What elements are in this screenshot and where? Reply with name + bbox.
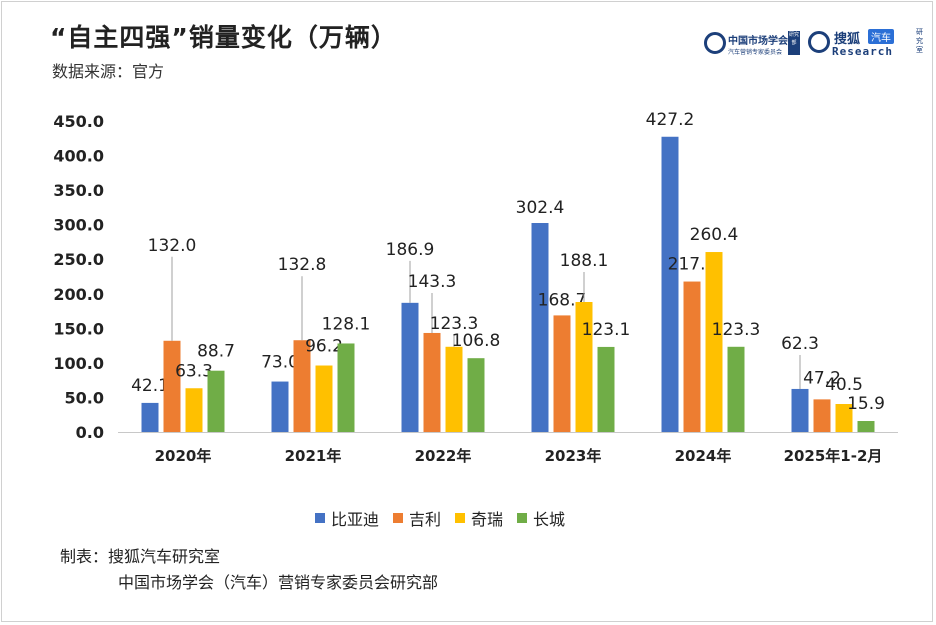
bar <box>727 346 745 432</box>
bar <box>791 388 809 432</box>
logo-ring-icon <box>808 31 830 53</box>
y-tick-label: 100.0 <box>53 354 104 373</box>
data-label: 132.8 <box>278 255 327 275</box>
data-label: 123.3 <box>430 314 479 334</box>
legend-swatch <box>393 513 404 523</box>
bar <box>857 421 875 432</box>
legend-label: 长城 <box>533 510 566 529</box>
legend-item: 比亚迪 <box>315 506 379 530</box>
bar <box>445 346 463 432</box>
bar <box>163 340 181 432</box>
y-tick-label: 450.0 <box>53 112 104 131</box>
data-label: 73.0 <box>261 353 299 373</box>
data-label: 40.5 <box>825 375 863 395</box>
logo-ring-icon <box>704 32 726 54</box>
data-label: 217.7 <box>668 255 717 275</box>
y-tick-label: 200.0 <box>53 285 104 304</box>
data-label: 188.1 <box>560 251 609 271</box>
x-tick-label: 2021年 <box>285 447 342 465</box>
data-label: 15.9 <box>847 394 885 414</box>
logo-right-tag: 汽车 <box>868 29 894 44</box>
y-tick-label: 300.0 <box>53 216 104 235</box>
y-tick-label: 0.0 <box>76 423 104 442</box>
data-label: 47.2 <box>803 368 841 388</box>
data-label: 106.8 <box>452 331 501 351</box>
data-label: 42.1 <box>131 376 169 396</box>
data-label: 63.3 <box>175 361 213 381</box>
legend-swatch <box>455 513 466 523</box>
legend-item: 长城 <box>517 506 565 530</box>
bar <box>423 332 441 432</box>
chart-legend: 比亚迪 吉利 奇瑞 长城 <box>315 507 579 529</box>
data-label: 123.3 <box>712 320 761 340</box>
bar <box>185 388 203 432</box>
data-label: 427.2 <box>646 110 695 130</box>
chart-subtitle: 数据来源：官方 <box>52 62 165 81</box>
logo-left-name: 中国市场学会 <box>728 36 788 47</box>
logo-right-name: 搜狐 <box>834 32 861 47</box>
bar <box>315 365 333 432</box>
legend-label: 吉利 <box>409 510 442 529</box>
sohu-research-logo: 搜狐 汽车 Research 研究室 <box>808 28 926 60</box>
y-tick-label: 350.0 <box>53 181 104 200</box>
bar <box>705 252 723 432</box>
bar <box>293 340 311 432</box>
data-label: 132.0 <box>148 236 197 256</box>
logo-right-sub: Research <box>832 45 893 58</box>
bar <box>531 223 549 432</box>
y-tick-label: 150.0 <box>53 319 104 338</box>
footer-credit: 制表：搜狐汽车研究室 <box>60 547 221 566</box>
y-tick-label: 250.0 <box>53 250 104 269</box>
data-label: 168.7 <box>538 290 587 310</box>
bar <box>337 343 355 432</box>
x-tick-label: 2020年 <box>155 447 212 465</box>
bar <box>835 404 853 432</box>
data-label: 302.4 <box>516 198 565 218</box>
data-label: 128.1 <box>322 314 371 334</box>
data-label: 96.2 <box>305 337 343 357</box>
bar <box>661 136 679 433</box>
legend-label: 比亚迪 <box>331 510 380 529</box>
data-label: 62.3 <box>781 334 819 354</box>
logo-left-tag: 研究部 <box>788 31 800 55</box>
bar <box>683 281 701 432</box>
bar <box>401 302 419 432</box>
footer-credit-org: 中国市场学会（汽车）营销专家委员会研究部 <box>118 573 439 592</box>
logo-left-sub: 汽车营销专家委员会 <box>728 49 783 56</box>
x-tick-label: 2023年 <box>545 447 602 465</box>
y-tick-label: 400.0 <box>53 147 104 166</box>
chart-title: “自主四强”销量变化（万辆） <box>50 23 397 52</box>
legend-swatch <box>517 513 528 523</box>
legend-item: 吉利 <box>393 506 441 530</box>
bar <box>575 302 593 432</box>
data-label: 186.9 <box>386 240 435 260</box>
legend-item: 奇瑞 <box>455 506 503 530</box>
bar <box>813 399 831 432</box>
x-tick-label: 2024年 <box>675 447 732 465</box>
x-tick-label: 2025年1-2月 <box>784 447 883 465</box>
data-label: 143.3 <box>408 272 457 292</box>
data-label: 260.4 <box>690 225 739 245</box>
bar <box>207 370 225 432</box>
bar <box>141 402 159 432</box>
x-tick-label: 2022年 <box>415 447 472 465</box>
logo-right-side: 研究室 <box>916 28 923 54</box>
data-label: 123.1 <box>582 320 631 340</box>
data-label: 88.7 <box>197 342 235 362</box>
legend-swatch <box>315 513 325 523</box>
bar <box>597 346 615 432</box>
bar <box>271 381 289 432</box>
bar <box>467 358 485 432</box>
y-tick-label: 50.0 <box>65 388 104 407</box>
legend-label: 奇瑞 <box>471 510 504 529</box>
market-society-logo: 中国市场学会 汽车营销专家委员会 研究部 <box>704 30 800 60</box>
bar <box>553 315 571 432</box>
